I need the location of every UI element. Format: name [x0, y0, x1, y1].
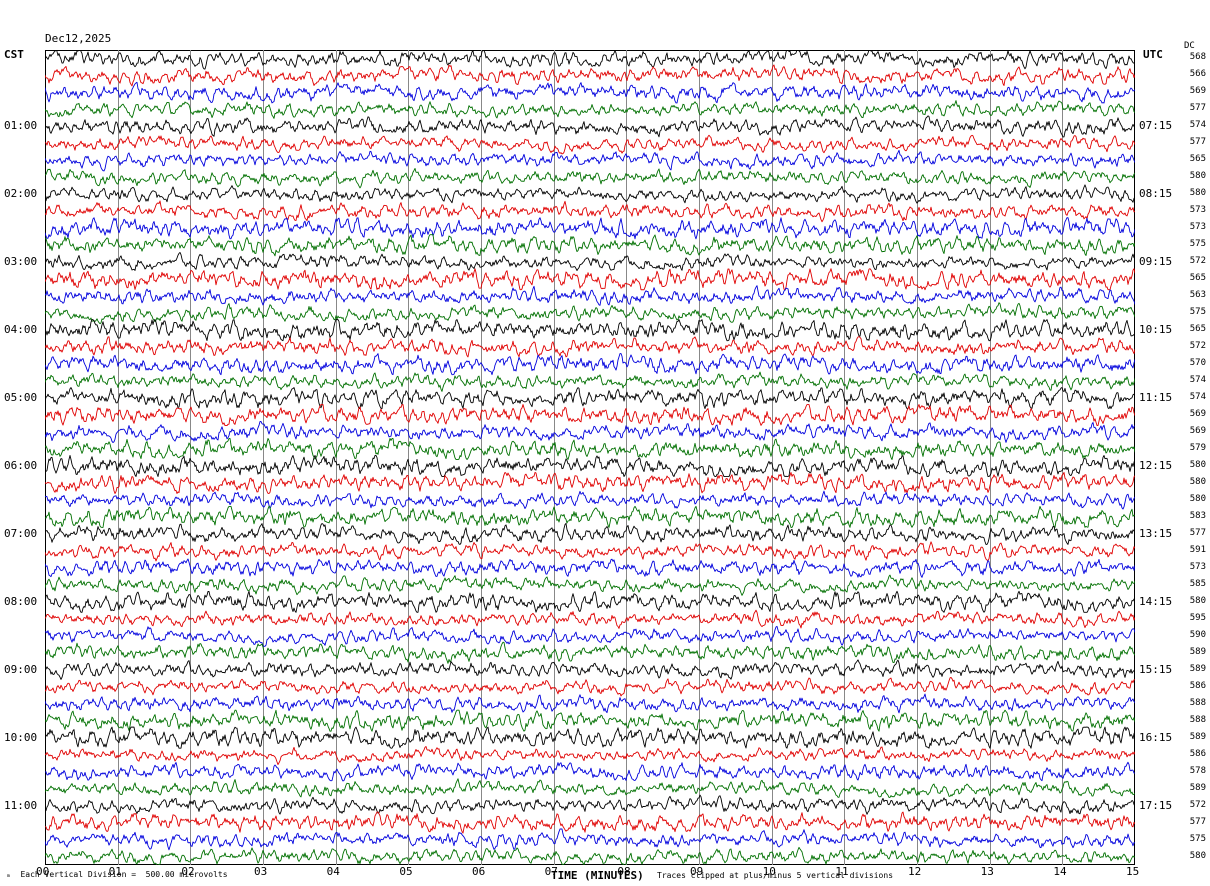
dc-value: 578: [1189, 765, 1206, 776]
right-hour-label-1015: 10:15: [1139, 323, 1173, 337]
right-hour-label-1515: 15:15: [1139, 662, 1173, 676]
footer-scale-note: ₘ Each Vertical Division = 500.00 microv…: [6, 870, 228, 879]
right-hour-label-0715: 07:15: [1139, 119, 1173, 133]
dc-value: 565: [1189, 324, 1206, 335]
footer-clip-note: Traces clipped at plus/minus 5 vertical …: [657, 871, 894, 880]
dc-value: 589: [1189, 663, 1206, 674]
dc-value: 579: [1189, 443, 1206, 453]
x-tick-03: 03: [254, 865, 268, 878]
dc-value: 580: [1189, 171, 1206, 182]
dc-value: 575: [1189, 239, 1206, 250]
dc-value: 574: [1189, 120, 1206, 131]
x-tick-11: 11: [835, 865, 849, 878]
dc-value: 580: [1189, 476, 1206, 487]
dc-value: 583: [1189, 510, 1206, 521]
left-hour-label-0100: 01:00: [4, 119, 38, 133]
x-tick-04: 04: [326, 865, 340, 878]
right-hour-label-1715: 17:15: [1139, 798, 1173, 812]
dc-value: 575: [1189, 833, 1206, 844]
dc-value: 565: [1189, 154, 1206, 165]
dc-value: 591: [1189, 544, 1206, 555]
x-tick-10: 10: [762, 865, 776, 878]
x-tick-01: 01: [108, 865, 122, 878]
dc-value: 565: [1189, 273, 1206, 284]
dc-value: 577: [1189, 103, 1206, 114]
dc-value: 575: [1189, 307, 1206, 318]
dc-value: 586: [1189, 680, 1206, 691]
dc-value: 563: [1189, 290, 1206, 301]
right-hour-label-0815: 08:15: [1139, 187, 1173, 201]
dc-value: 573: [1189, 205, 1206, 216]
dc-value: 589: [1189, 782, 1206, 793]
right-hour-label-0915: 09:15: [1139, 255, 1173, 269]
right-hour-label-1415: 14:15: [1139, 594, 1173, 608]
dc-value: 577: [1189, 816, 1206, 827]
left-hour-label-0200: 02:00: [4, 187, 38, 201]
left-hour-label-1000: 10:00: [4, 730, 38, 744]
x-tick-08: 08: [617, 865, 631, 878]
dc-value: 572: [1189, 341, 1206, 352]
dc-column-header: DC: [1184, 41, 1195, 51]
x-axis-title: TIME (MINUTES): [551, 869, 644, 882]
x-tick-09: 09: [690, 865, 704, 878]
dc-value: 585: [1189, 578, 1206, 589]
dc-value: 573: [1189, 222, 1206, 233]
x-tick-06: 06: [472, 865, 486, 878]
x-tick-00: 00: [36, 865, 50, 878]
left-hour-label-1100: 11:00: [4, 798, 38, 812]
dc-value: 569: [1189, 426, 1206, 437]
dc-value: 574: [1189, 375, 1206, 386]
left-hour-label-0400: 04:00: [4, 323, 38, 337]
dc-value: 566: [1189, 69, 1206, 80]
left-hour-label-0800: 08:00: [4, 594, 38, 608]
dc-value: 569: [1189, 409, 1206, 420]
left-hour-label-0500: 05:00: [4, 391, 38, 405]
dc-value: 572: [1189, 799, 1206, 810]
x-tick-13: 13: [980, 865, 994, 878]
x-axis: 00 01 02 03 04 05 06 07 08 09 10 11 12 13 14 15: [0, 865, 1210, 879]
x-tick-15: 15: [1126, 865, 1140, 878]
dc-value: 570: [1189, 358, 1206, 369]
x-tick-05: 05: [399, 865, 413, 878]
left-timezone-label: CST: [4, 48, 24, 61]
left-hour-label-0700: 07:00: [4, 526, 38, 540]
dc-value: 580: [1189, 595, 1206, 606]
right-hour-label-1615: 16:15: [1139, 730, 1173, 744]
dc-value: 568: [1189, 52, 1206, 63]
dc-value: 580: [1189, 188, 1206, 199]
dc-value: 580: [1189, 850, 1206, 861]
dc-value: 580: [1189, 493, 1206, 504]
dc-value: 573: [1189, 561, 1206, 572]
left-hour-label-0900: 09:00: [4, 662, 38, 676]
dc-value: 574: [1189, 392, 1206, 403]
dc-value: 588: [1189, 714, 1206, 725]
x-tick-07: 07: [544, 865, 558, 878]
dc-value: 595: [1189, 612, 1206, 623]
header-date: Dec12,2025: [45, 32, 112, 45]
x-tick-02: 02: [181, 865, 195, 878]
dc-value: 569: [1189, 86, 1206, 97]
dc-value: 580: [1189, 459, 1206, 470]
dc-value: 589: [1189, 646, 1206, 657]
left-hour-label-0300: 03:00: [4, 255, 38, 269]
x-tick-12: 12: [908, 865, 922, 878]
seismogram-plot: [45, 50, 1135, 865]
dc-value: 590: [1189, 629, 1206, 640]
dc-value: 589: [1189, 731, 1206, 742]
right-hour-label-1315: 13:15: [1139, 526, 1173, 540]
left-hour-label-0600: 06:00: [4, 458, 38, 472]
dc-value: 586: [1189, 748, 1206, 759]
dc-value: 577: [1189, 527, 1206, 538]
right-hour-label-1115: 11:15: [1139, 391, 1173, 405]
right-hour-label-1215: 12:15: [1139, 458, 1173, 472]
right-timezone-label: UTC: [1143, 48, 1163, 61]
dc-value: 577: [1189, 137, 1206, 148]
x-tick-14: 14: [1053, 865, 1067, 878]
dc-value: 588: [1189, 697, 1206, 708]
dc-value: 572: [1189, 256, 1206, 267]
